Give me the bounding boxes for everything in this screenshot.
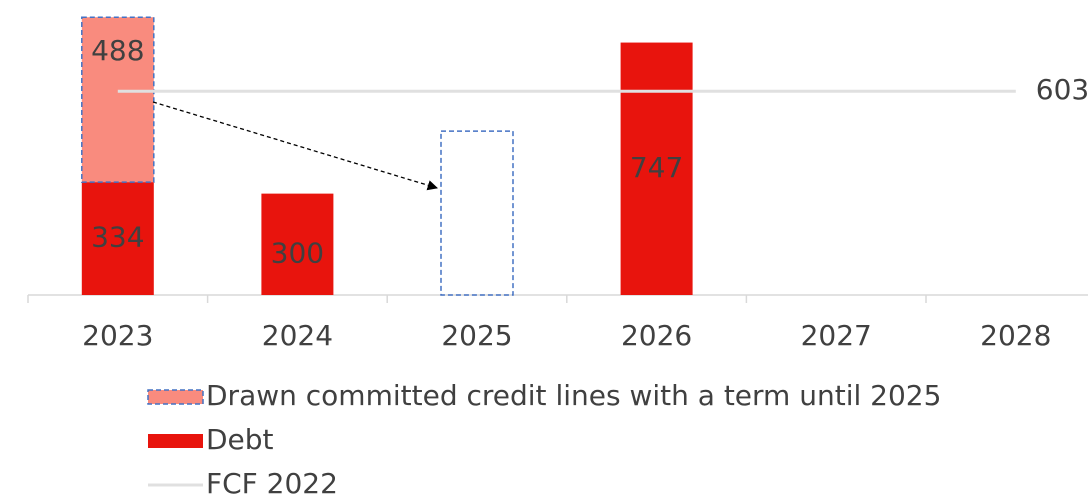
- legend-swatch: [148, 434, 203, 448]
- legend-swatch: [147, 389, 204, 405]
- arrow-annotation: [152, 101, 438, 191]
- legend-label: Debt: [206, 423, 274, 456]
- data-label: 603: [1036, 73, 1088, 106]
- x-tick-label: 2025: [441, 319, 512, 352]
- legend-label: Drawn committed credit lines with a term…: [206, 379, 941, 412]
- moved-outline: [440, 130, 514, 296]
- x-tick-label: 2028: [980, 319, 1051, 352]
- x-tick-label: 2027: [801, 319, 872, 352]
- bar: [81, 182, 154, 295]
- data-label: 334: [91, 221, 144, 254]
- x-tick-label: 2023: [82, 319, 153, 352]
- data-label: 488: [91, 34, 144, 67]
- bar: [620, 42, 693, 295]
- x-tick-label: 2026: [621, 319, 692, 352]
- data-label: 300: [271, 236, 324, 269]
- data-label: 747: [630, 151, 683, 184]
- bar: [81, 16, 155, 183]
- legend-label: FCF 2022: [206, 467, 338, 499]
- x-tick-label: 2024: [262, 319, 333, 352]
- bar: [261, 193, 334, 295]
